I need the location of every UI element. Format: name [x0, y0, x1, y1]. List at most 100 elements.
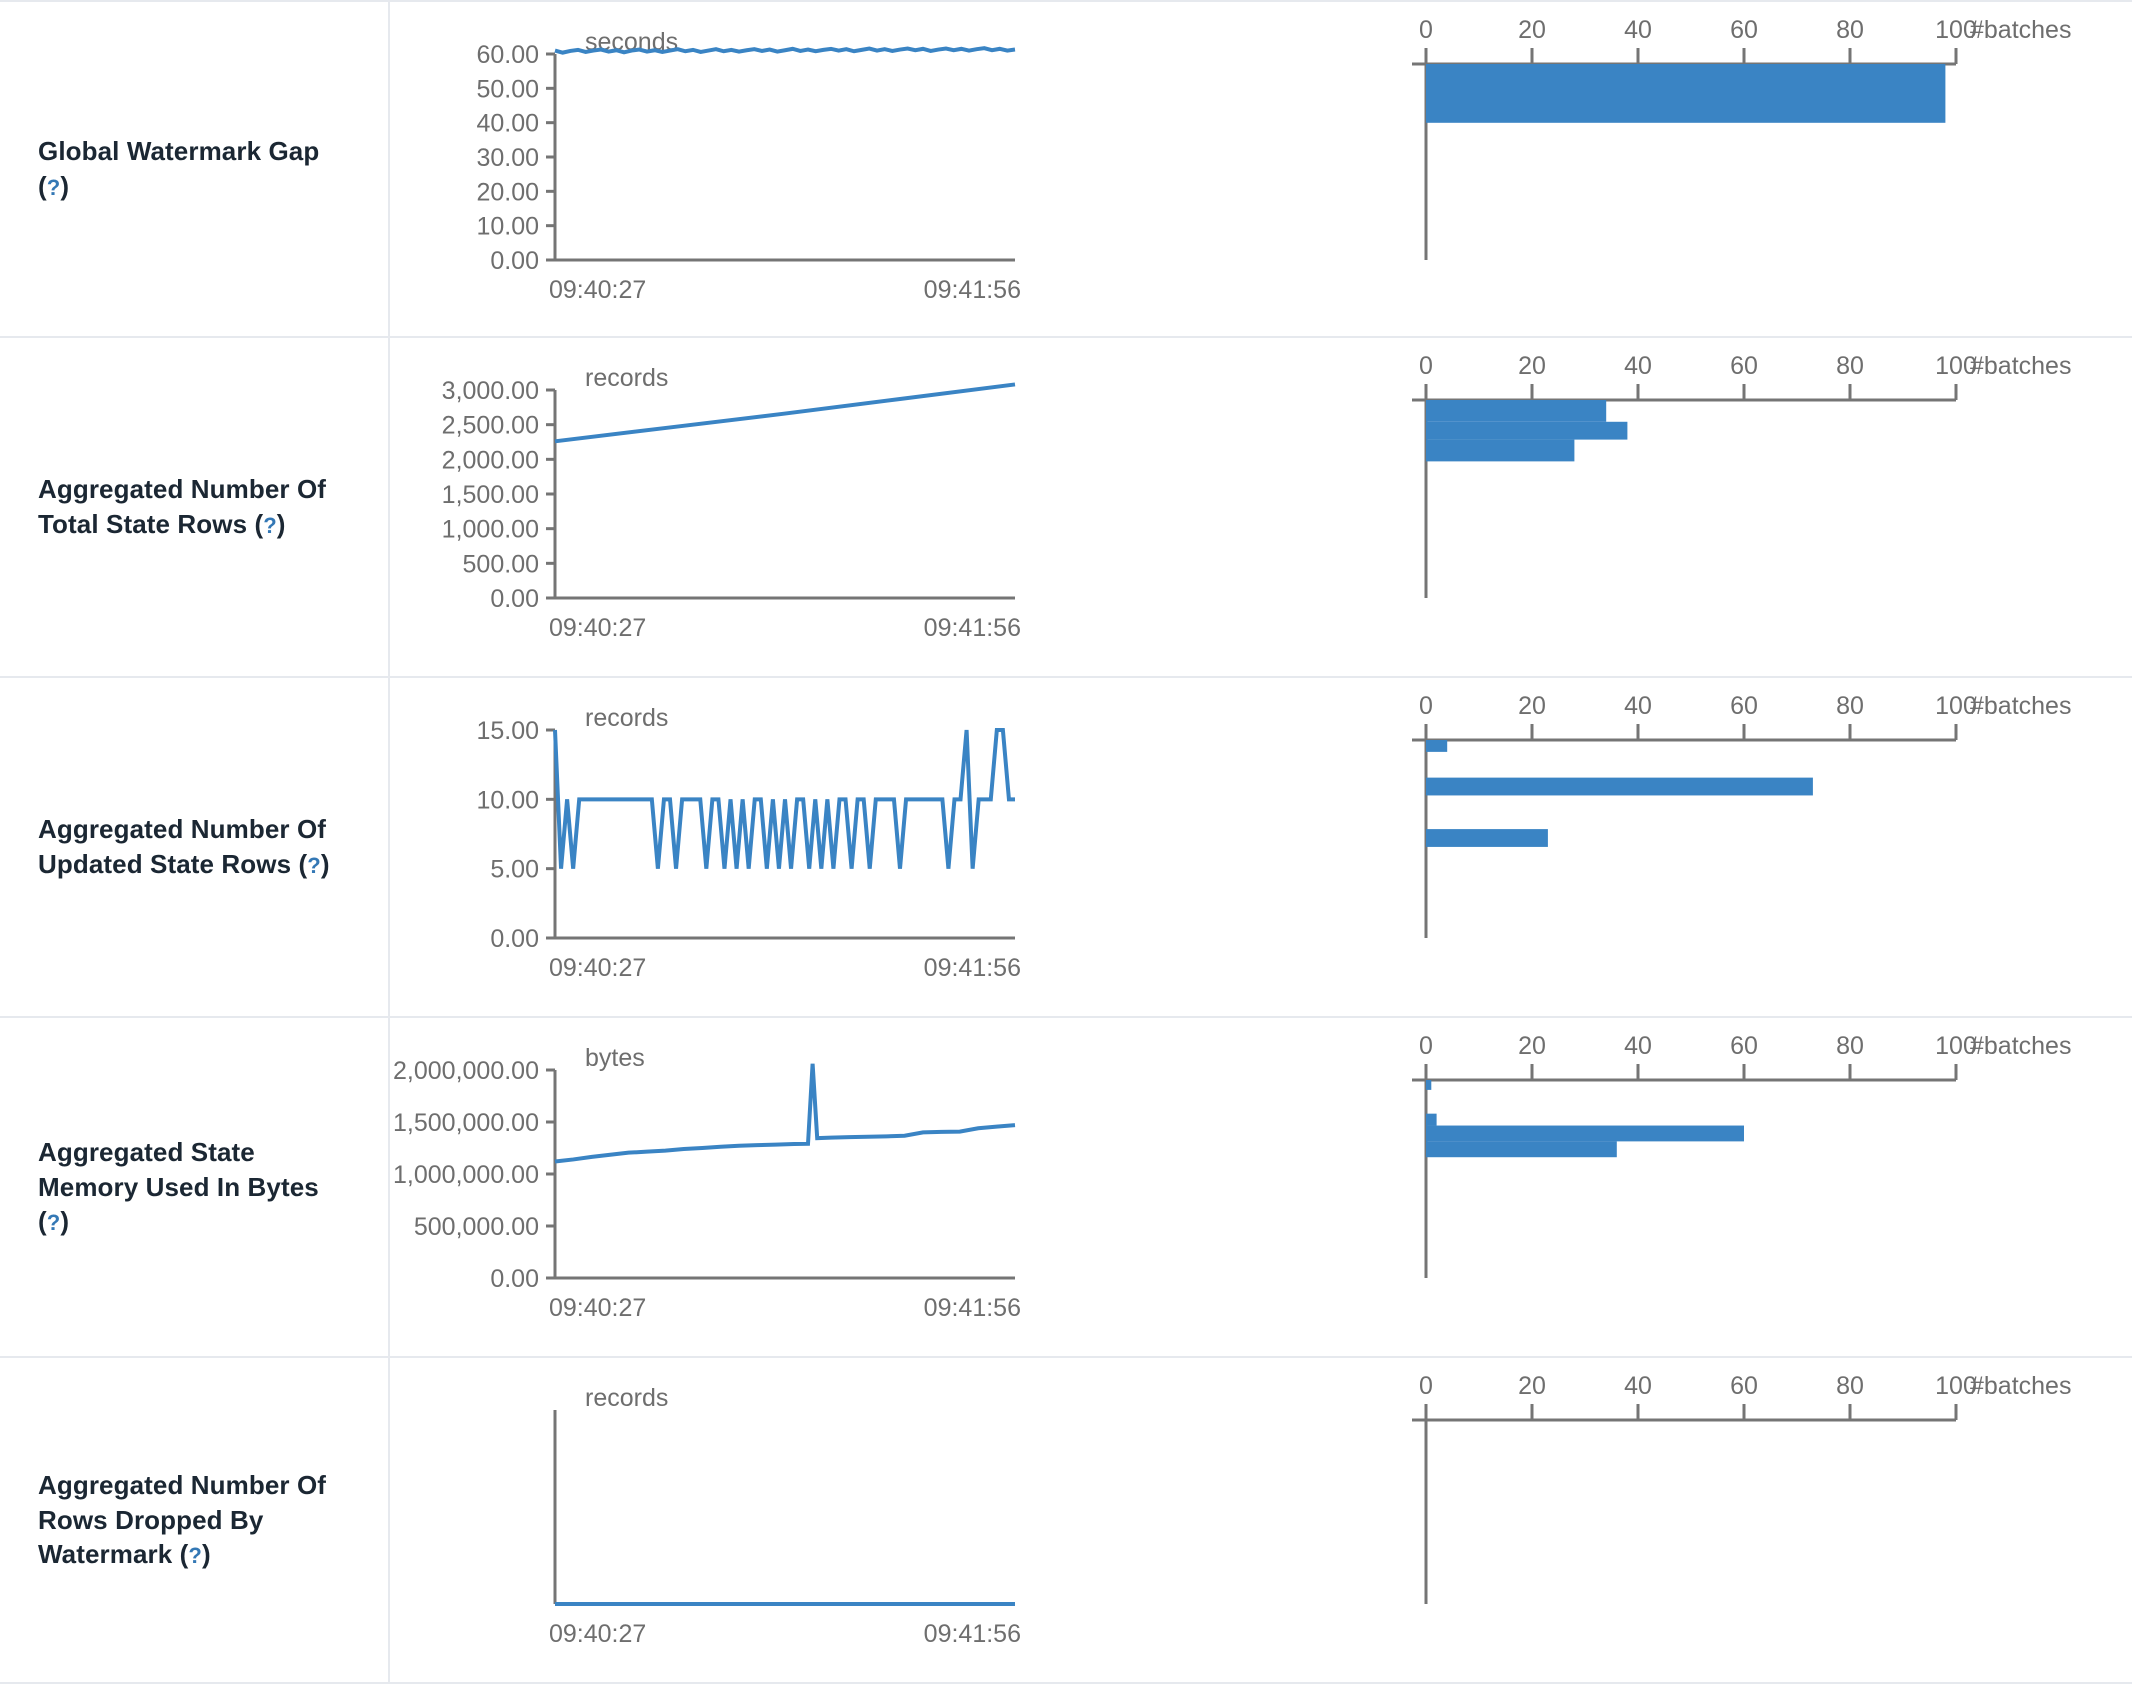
metric-row: Aggregated Number Of Updated State Rows …: [0, 678, 2132, 1018]
metric-title: Global Watermark Gap (?): [38, 134, 354, 204]
help-paren-open: (: [38, 1206, 47, 1237]
metric-title: Aggregated Number Of Rows Dropped By Wat…: [38, 1468, 354, 1572]
y-axis-unit-label: records: [585, 364, 668, 392]
metric-title-text: Aggregated Number Of Rows Dropped By Wat…: [38, 1469, 327, 1570]
timeline-y-tick-label: 15.00: [476, 717, 539, 745]
metric-chart-pair: bytes 2,000,000.00 1,500,000.00 1,000,000.0…: [393, 1032, 2071, 1322]
metric-help-link[interactable]: (?): [38, 171, 69, 201]
histogram-x-tick-label: 20: [1518, 352, 1546, 380]
histogram-bar: [1426, 1141, 1617, 1158]
question-mark-icon[interactable]: ?: [188, 1543, 202, 1569]
metric-title: Aggregated Number Of Updated State Rows …: [38, 812, 354, 882]
histogram-bar: [1426, 1125, 1744, 1142]
metric-chart-pair: seconds60.0050.0040.0030.0020.0010.000.0…: [476, 16, 2071, 304]
metric-row: Aggregated Number Of Rows Dropped By Wat…: [0, 1358, 2132, 1684]
histogram-x-tick-label: 20: [1518, 16, 1546, 44]
histogram-x-tick-label: 40: [1624, 1372, 1652, 1400]
histogram-x-tick-label: 0: [1419, 1032, 1433, 1060]
metric-charts-cell: bytes 2,000,000.00 1,500,000.00 1,000,000.0…: [390, 1018, 2132, 1356]
timeline-y-tick-label: 1,500.00: [442, 481, 539, 509]
timeline-y-tick-label: 1,500,000.00: [393, 1109, 539, 1137]
metric-title-text: Global Watermark Gap: [38, 136, 320, 167]
timeline-x-start-label: 09:40:27: [549, 276, 646, 304]
histogram-x-tick-label: 40: [1624, 16, 1652, 44]
timeline-x-end-label: 09:41:56: [924, 1620, 1021, 1648]
histogram-bar: [1426, 439, 1575, 462]
timeline-y-tick-label: 5.00: [490, 856, 539, 884]
timeline-series-line: [553, 728, 1015, 869]
timeline-x-start-label: 09:40:27: [549, 1620, 646, 1648]
timeline-y-tick-label: 10.00: [476, 213, 539, 241]
timeline-y-tick-label: 50.00: [476, 75, 539, 103]
histogram-unit-label: #batches: [1970, 352, 2071, 380]
histogram-bar: [1426, 740, 1448, 752]
timeline-series-line: [554, 1063, 1016, 1164]
question-mark-icon[interactable]: ?: [46, 175, 61, 200]
timeline-x-end-label: 09:41:56: [924, 954, 1021, 982]
metric-title-text: Aggregated Number Of Updated State Rows: [38, 814, 327, 879]
timeline-y-tick-label: 30.00: [476, 144, 539, 172]
histogram-bar: [1426, 1080, 1432, 1090]
histogram-x-tick-label: 0: [1419, 692, 1433, 720]
metric-row: Aggregated Number Of Total State Rows (?…: [0, 338, 2132, 678]
metric-help-link[interactable]: (?): [180, 1539, 211, 1569]
histogram-bar: [1426, 829, 1548, 847]
histogram-x-tick-label: 60: [1730, 692, 1758, 720]
metric-label-cell: Aggregated State Memory Used In Bytes (?…: [0, 1018, 390, 1356]
histogram-x-tick-label: 20: [1518, 1372, 1546, 1400]
timeline-y-tick-label: 3,000.00: [442, 377, 539, 405]
timeline-y-tick-label: 500,000.00: [414, 1213, 539, 1241]
histogram-bar: [1426, 777, 1813, 796]
histogram-x-tick-label: 60: [1730, 1032, 1758, 1060]
timeline-y-tick-label: 40.00: [476, 110, 539, 138]
timeline-x-end-label: 09:41:56: [924, 1294, 1021, 1322]
histogram-x-tick-label: 60: [1730, 16, 1758, 44]
histogram-x-tick-label: 40: [1624, 352, 1652, 380]
metric-help-link[interactable]: (?): [38, 1206, 69, 1236]
help-paren-close: ): [60, 1206, 70, 1237]
help-paren-open: (: [298, 849, 308, 879]
metric-row: Global Watermark Gap (?) seconds 60.00 50.0…: [0, 0, 2132, 338]
metric-help-link[interactable]: (?): [299, 849, 330, 879]
timeline-y-tick-label: 60.00: [476, 41, 539, 69]
question-mark-icon[interactable]: ?: [307, 853, 321, 878]
metric-help-link[interactable]: (?): [254, 509, 285, 539]
histogram-x-tick-label: 20: [1518, 692, 1546, 720]
help-paren-close: ): [276, 509, 286, 539]
metric-charts-cell: seconds 60.00 50.00 40.00 30.00 20.00 10.00 0.0…: [390, 2, 2132, 336]
timeline-y-tick-label: 0.00: [490, 585, 539, 613]
help-paren-close: ): [320, 849, 330, 879]
histogram-bar: [1426, 1113, 1437, 1126]
metric-row: Aggregated State Memory Used In Bytes (?…: [0, 1018, 2132, 1358]
histogram-x-tick-label: 80: [1836, 1032, 1864, 1060]
metric-title: Aggregated State Memory Used In Bytes (?…: [38, 1135, 354, 1239]
metric-label-cell: Aggregated Number Of Total State Rows (?…: [0, 338, 390, 676]
histogram-unit-label: #batches: [1970, 692, 2071, 720]
timeline-y-tick-label: 2,000,000.00: [393, 1057, 539, 1085]
timeline-x-start-label: 09:40:27: [549, 1294, 646, 1322]
timeline-y-tick-label: 2,500.00: [442, 412, 539, 440]
y-axis-unit-label: records: [585, 1384, 668, 1412]
histogram-x-tick-label: 80: [1836, 692, 1864, 720]
timeline-x-start-label: 09:40:27: [549, 614, 646, 642]
metric-label-cell: Aggregated Number Of Updated State Rows …: [0, 678, 390, 1016]
metric-charts-cell: records 15.00 10.00 5.00 0.00 09:40:27 09:41:5…: [390, 678, 2132, 1016]
help-paren-open: (: [38, 171, 47, 201]
histogram-x-tick-label: 100: [1935, 692, 1977, 720]
metric-label-cell: Aggregated Number Of Rows Dropped By Wat…: [0, 1358, 390, 1682]
y-axis-unit-label: bytes: [585, 1044, 645, 1072]
histogram-unit-label: #batches: [1970, 1032, 2071, 1060]
histogram-unit-label: #batches: [1970, 1372, 2071, 1400]
metric-chart-pair: records 09:40:27 09:41:56 0 20 40 60 80 100#batc…: [549, 1372, 2071, 1648]
help-paren-close: ): [201, 1539, 211, 1570]
metric-title-text: Aggregated Number Of Total State Rows: [38, 474, 327, 539]
histogram-x-tick-label: 0: [1419, 352, 1433, 380]
histogram-x-tick-label: 80: [1836, 352, 1864, 380]
histogram-x-tick-label: 0: [1419, 1372, 1433, 1400]
metric-title-text: Aggregated State Memory Used In Bytes: [38, 1136, 319, 1202]
question-mark-icon[interactable]: ?: [46, 1210, 61, 1236]
timeline-y-tick-label: 500.00: [463, 550, 539, 578]
timeline-x-start-label: 09:40:27: [549, 954, 646, 982]
question-mark-icon[interactable]: ?: [263, 513, 277, 538]
metric-charts-cell: records 09:40:27 09:41:56 0 20 40 60 80 100 #batc…: [390, 1358, 2132, 1682]
